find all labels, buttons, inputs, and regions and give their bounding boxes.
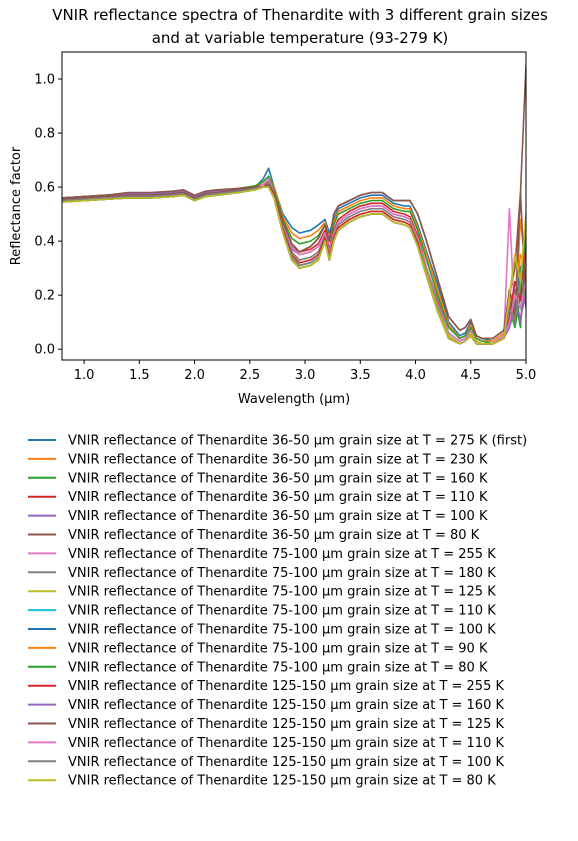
legend-label-1: VNIR reflectance of Thenardite 36-50 µm … [68, 434, 527, 449]
series-line-10 [62, 186, 526, 345]
series-layer [62, 65, 526, 345]
y-axis-ticks: 0.0 0.2 0.4 0.6 0.8 1.0 [34, 73, 62, 358]
y-tick-label: 0.0 [34, 343, 55, 358]
series-line-6 [62, 65, 526, 340]
legend-label-19: VNIR reflectance of Thenardite 125-150 µ… [68, 774, 496, 789]
legend-label-11: VNIR reflectance of Thenardite 75-100 µm… [68, 623, 496, 638]
legend-label-12: VNIR reflectance of Thenardite 75-100 µm… [68, 641, 488, 656]
series-line-13 [62, 186, 526, 345]
legend-label-17: VNIR reflectance of Thenardite 125-150 µ… [68, 736, 504, 751]
y-axis-label: Reflectance factor [9, 146, 24, 265]
series-line-11 [62, 186, 526, 345]
legend-label-9: VNIR reflectance of Thenardite 75-100 µm… [68, 585, 496, 600]
x-tick-label: 3.5 [350, 368, 371, 383]
y-tick-label: 0.8 [34, 127, 55, 142]
x-tick-label: 2.0 [184, 368, 205, 383]
x-tick-label: 1.0 [74, 368, 95, 383]
y-tick-label: 0.6 [34, 181, 55, 196]
legend: VNIR reflectance of Thenardite 36-50 µm … [28, 434, 527, 789]
x-axis-ticks: 1.0 1.5 2.0 2.5 3.0 3.5 4.0 4.5 5.0 [74, 360, 537, 383]
y-tick-label: 1.0 [34, 73, 55, 88]
x-tick-label: 2.5 [239, 368, 260, 383]
legend-label-13: VNIR reflectance of Thenardite 75-100 µm… [68, 660, 488, 675]
x-axis-label: Wavelength (μm) [238, 392, 350, 407]
x-tick-label: 1.5 [129, 368, 150, 383]
y-tick-label: 0.4 [34, 235, 55, 250]
x-tick-label: 5.0 [516, 368, 537, 383]
legend-label-3: VNIR reflectance of Thenardite 36-50 µm … [68, 471, 488, 486]
legend-label-7: VNIR reflectance of Thenardite 75-100 µm… [68, 547, 496, 562]
legend-label-16: VNIR reflectance of Thenardite 125-150 µ… [68, 717, 504, 732]
legend-label-2: VNIR reflectance of Thenardite 36-50 µm … [68, 452, 488, 467]
series-line-14 [62, 183, 526, 345]
plot-area-frame [61, 51, 527, 361]
x-tick-label: 4.0 [405, 368, 426, 383]
x-tick-label: 4.5 [460, 368, 481, 383]
series-line-9 [62, 183, 526, 345]
legend-label-8: VNIR reflectance of Thenardite 75-100 µm… [68, 566, 496, 581]
series-line-19 [62, 186, 526, 345]
series-line-18 [62, 186, 526, 345]
series-line-17 [62, 186, 526, 345]
legend-label-18: VNIR reflectance of Thenardite 125-150 µ… [68, 755, 504, 770]
y-tick-label: 0.2 [34, 289, 55, 304]
series-line-5 [62, 186, 526, 345]
chart-title-line-2: and at variable temperature (93-279 K) [152, 29, 449, 47]
legend-label-14: VNIR reflectance of Thenardite 125-150 µ… [68, 679, 504, 694]
chart-title-line-1: VNIR reflectance spectra of Thenardite w… [52, 6, 548, 24]
legend-label-10: VNIR reflectance of Thenardite 75-100 µm… [68, 604, 496, 619]
series-line-12 [62, 186, 526, 345]
legend-label-6: VNIR reflectance of Thenardite 36-50 µm … [68, 528, 480, 543]
x-tick-label: 3.0 [295, 368, 316, 383]
series-line-15 [62, 186, 526, 345]
legend-label-5: VNIR reflectance of Thenardite 36-50 µm … [68, 509, 488, 524]
series-line-16 [62, 183, 526, 340]
legend-label-15: VNIR reflectance of Thenardite 125-150 µ… [68, 698, 504, 713]
legend-label-4: VNIR reflectance of Thenardite 36-50 µm … [68, 490, 488, 505]
